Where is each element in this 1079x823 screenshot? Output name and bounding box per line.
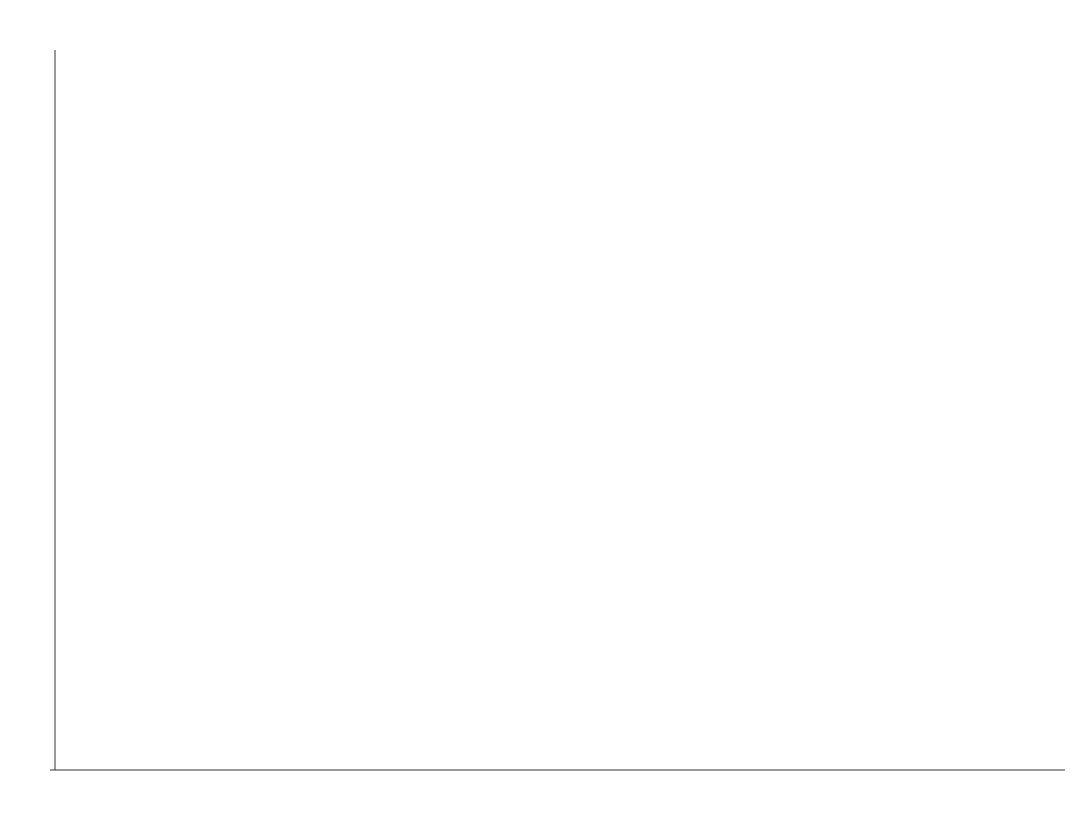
- violin-chart: [0, 0, 1079, 823]
- chart-svg: [0, 0, 1079, 823]
